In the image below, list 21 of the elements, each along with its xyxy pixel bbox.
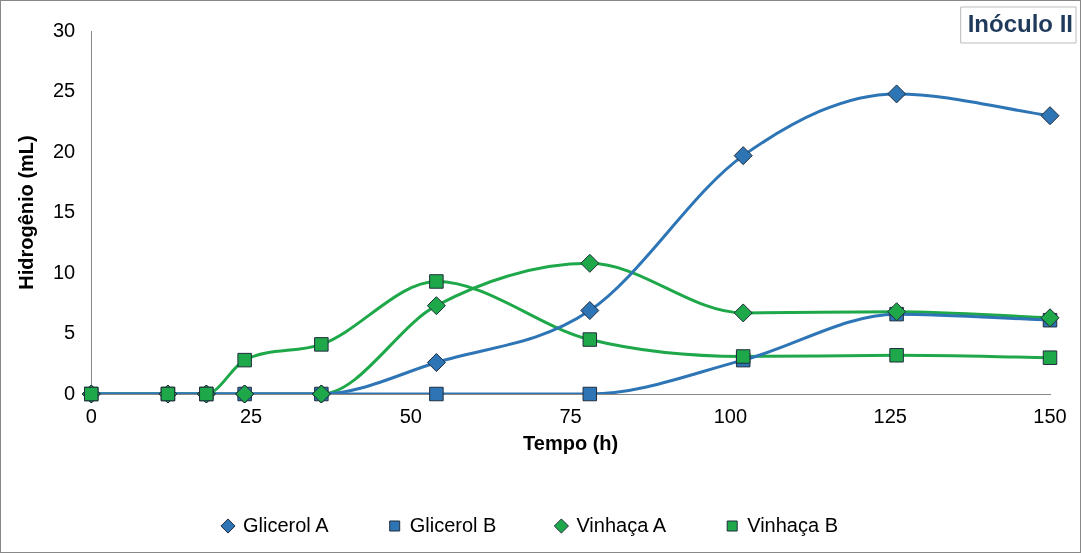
x-tick-label: 50 bbox=[399, 404, 422, 427]
x-axis-title: Tempo (h) bbox=[523, 431, 619, 454]
legend-label: Glicerol B bbox=[409, 513, 497, 536]
x-tick-label: 0 bbox=[85, 404, 97, 427]
y-tick-label: 20 bbox=[53, 139, 76, 162]
x-tick-label: 25 bbox=[239, 404, 263, 427]
y-tick-label: 30 bbox=[53, 18, 76, 41]
annotation: Inóculo II bbox=[967, 9, 1073, 37]
legend-label: Vinhaça A bbox=[576, 513, 667, 536]
x-tick-label: 100 bbox=[713, 404, 748, 427]
legend-label: Vinhaça B bbox=[747, 513, 838, 536]
y-tick-label: 25 bbox=[53, 79, 76, 102]
x-tick-label: 125 bbox=[873, 404, 907, 427]
y-tick-label: 5 bbox=[64, 321, 76, 344]
legend-label: Glicerol A bbox=[243, 513, 330, 536]
x-tick-label: 150 bbox=[1033, 404, 1067, 427]
y-tick-label: 0 bbox=[64, 381, 76, 404]
x-tick-label: 75 bbox=[559, 404, 582, 427]
y-axis-title: Hidrogênio (mL) bbox=[14, 135, 37, 290]
y-tick-label: 15 bbox=[53, 200, 76, 223]
y-tick-label: 10 bbox=[53, 260, 76, 283]
